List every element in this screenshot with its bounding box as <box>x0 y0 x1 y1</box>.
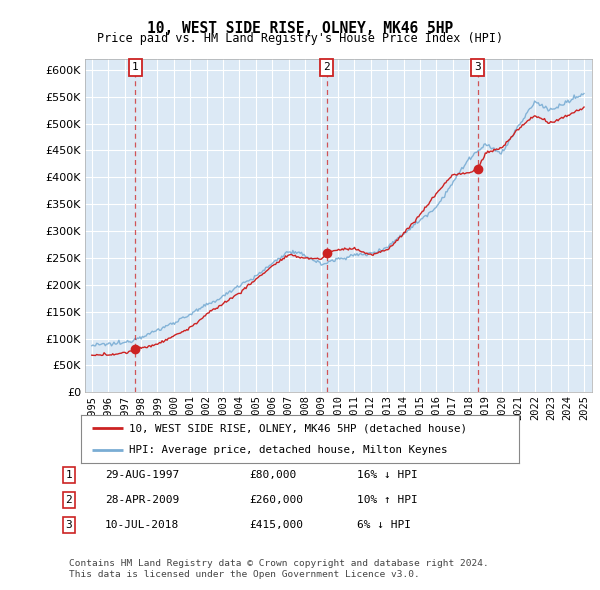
Text: £80,000: £80,000 <box>249 470 296 480</box>
Text: 28-APR-2009: 28-APR-2009 <box>105 495 179 504</box>
Text: 29-AUG-1997: 29-AUG-1997 <box>105 470 179 480</box>
Text: £415,000: £415,000 <box>249 520 303 530</box>
Text: 2: 2 <box>65 495 73 504</box>
Text: 10, WEST SIDE RISE, OLNEY, MK46 5HP (detached house): 10, WEST SIDE RISE, OLNEY, MK46 5HP (det… <box>129 423 467 433</box>
Text: 3: 3 <box>474 63 481 73</box>
Text: 2: 2 <box>323 63 330 73</box>
Text: 3: 3 <box>65 520 73 530</box>
Text: HPI: Average price, detached house, Milton Keynes: HPI: Average price, detached house, Milt… <box>129 445 448 455</box>
Text: 6% ↓ HPI: 6% ↓ HPI <box>357 520 411 530</box>
Text: 10-JUL-2018: 10-JUL-2018 <box>105 520 179 530</box>
Text: 1: 1 <box>65 470 73 480</box>
Text: Contains HM Land Registry data © Crown copyright and database right 2024.: Contains HM Land Registry data © Crown c… <box>69 559 489 568</box>
Text: 1: 1 <box>132 63 139 73</box>
Text: This data is licensed under the Open Government Licence v3.0.: This data is licensed under the Open Gov… <box>69 571 420 579</box>
Text: £260,000: £260,000 <box>249 495 303 504</box>
Text: 16% ↓ HPI: 16% ↓ HPI <box>357 470 418 480</box>
Text: Price paid vs. HM Land Registry's House Price Index (HPI): Price paid vs. HM Land Registry's House … <box>97 32 503 45</box>
Text: 10% ↑ HPI: 10% ↑ HPI <box>357 495 418 504</box>
Text: 10, WEST SIDE RISE, OLNEY, MK46 5HP: 10, WEST SIDE RISE, OLNEY, MK46 5HP <box>147 21 453 35</box>
